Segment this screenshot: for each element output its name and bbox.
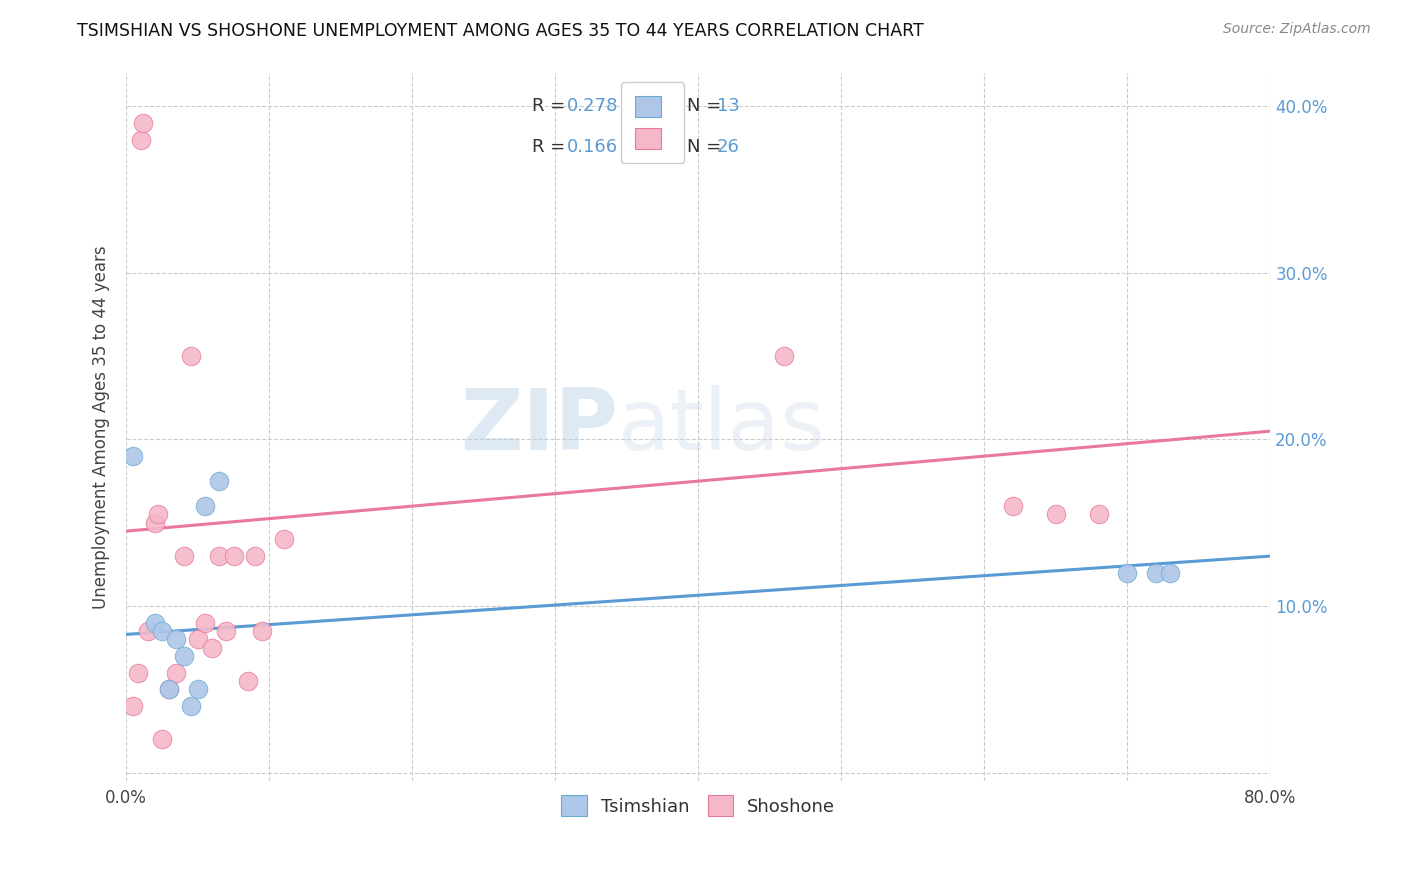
Point [180, 349, 202, 363]
Point [1144, 566, 1167, 580]
Point [122, 449, 145, 463]
Point [122, 699, 145, 714]
Point [129, 133, 152, 147]
Point [146, 508, 169, 522]
Text: atlas: atlas [619, 385, 827, 468]
Point [165, 665, 187, 680]
Point [143, 516, 166, 530]
Point [173, 648, 195, 663]
Point [157, 682, 180, 697]
Text: N =: N = [688, 97, 727, 115]
Point [157, 682, 180, 697]
Point [773, 349, 796, 363]
Legend: Tsimshian, Shoshone: Tsimshian, Shoshone [553, 786, 845, 825]
Point [1045, 508, 1067, 522]
Point [201, 640, 224, 655]
Point [173, 549, 195, 563]
Point [143, 615, 166, 630]
Text: 0.166: 0.166 [567, 138, 617, 156]
Point [222, 549, 245, 563]
Y-axis label: Unemployment Among Ages 35 to 44 years: Unemployment Among Ages 35 to 44 years [93, 245, 110, 609]
Point [132, 116, 155, 130]
Point [208, 549, 231, 563]
Text: 13: 13 [717, 97, 740, 115]
Text: 0.278: 0.278 [567, 97, 619, 115]
Point [194, 499, 217, 513]
Text: N =: N = [688, 138, 727, 156]
Point [136, 624, 159, 638]
Text: R =: R = [533, 97, 571, 115]
Point [215, 624, 238, 638]
Point [1001, 499, 1024, 513]
Point [1159, 566, 1181, 580]
Text: 26: 26 [717, 138, 740, 156]
Point [273, 533, 295, 547]
Point [127, 665, 149, 680]
Point [187, 682, 209, 697]
Point [187, 632, 209, 647]
Text: TSIMSHIAN VS SHOSHONE UNEMPLOYMENT AMONG AGES 35 TO 44 YEARS CORRELATION CHART: TSIMSHIAN VS SHOSHONE UNEMPLOYMENT AMONG… [77, 22, 924, 40]
Point [150, 732, 173, 747]
Point [243, 549, 266, 563]
Point [150, 624, 173, 638]
Point [1087, 508, 1109, 522]
Point [194, 615, 217, 630]
Point [180, 699, 202, 714]
Text: Source: ZipAtlas.com: Source: ZipAtlas.com [1223, 22, 1371, 37]
Point [1116, 566, 1139, 580]
Text: R =: R = [533, 138, 571, 156]
Point [165, 632, 187, 647]
Point [208, 474, 231, 488]
Point [250, 624, 273, 638]
Point [236, 673, 259, 688]
Text: ZIP: ZIP [461, 385, 619, 468]
